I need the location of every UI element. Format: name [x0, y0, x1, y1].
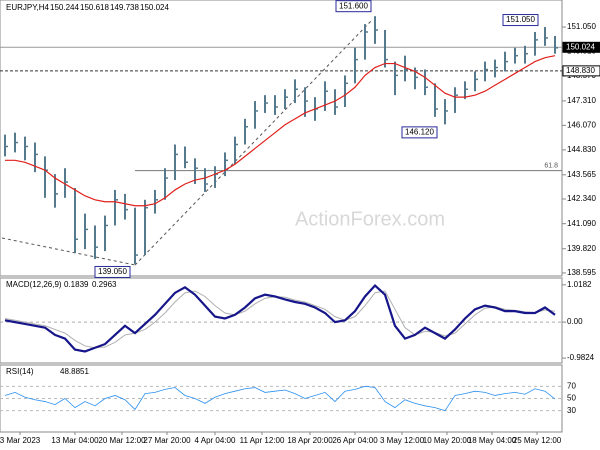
- y-tick-label: 141.090: [567, 219, 596, 228]
- y-tick-label: 138.595: [567, 268, 596, 277]
- y-tick-label: 142.340: [567, 194, 596, 203]
- x-tick-label: 20 Mar 12:00: [98, 436, 146, 445]
- x-tick-label: 11 Apr 12:00: [240, 436, 285, 445]
- macd-line: [4, 283, 556, 353]
- x-tick-label: 4 Apr 04:00: [195, 436, 236, 445]
- rsi-tick-label: 30: [567, 406, 576, 415]
- macd-value: 0.2963: [92, 280, 117, 289]
- x-tick-label: 3 Mar 2023: [0, 436, 41, 445]
- annotation: 151.050: [506, 15, 535, 24]
- level-label: 61.8: [544, 162, 558, 169]
- y-tick-label: 144.830: [567, 145, 596, 154]
- rsi-tick-label: 70: [567, 381, 576, 390]
- rsi-title: RSI(14): [6, 367, 34, 376]
- watermark: ActionForex.com: [295, 208, 445, 230]
- macd-tick-label: 0.00: [567, 317, 583, 326]
- trend-line: [1, 237, 136, 266]
- macd-title: MACD(12,26,9): [6, 280, 62, 289]
- rsi-tick-label: 50: [567, 394, 576, 403]
- level-box: [562, 65, 600, 77]
- annotation-box: [502, 14, 539, 27]
- annotation-box: [335, 0, 372, 13]
- level-label: 150.024: [566, 42, 595, 51]
- trend-line: [134, 19, 373, 266]
- x-tick-label: 18 Apr 20:00: [287, 436, 333, 445]
- y-tick-label: 147.310: [567, 96, 596, 105]
- annotation: 151.600: [339, 1, 368, 10]
- annotation-box: [94, 265, 131, 278]
- x-tick-label: 18 May 04:00: [468, 436, 517, 445]
- header-value: 150.618: [80, 3, 109, 12]
- macd-tick-label: 1.0182: [567, 280, 592, 289]
- macd-tick-label: -0.9824: [567, 353, 595, 362]
- header-value: 150.244: [50, 3, 79, 12]
- y-tick-label: 146.070: [567, 120, 596, 129]
- annotation: 139.050: [98, 267, 127, 276]
- chart-title: EURJPY,H4: [6, 3, 50, 12]
- y-tick-label: 139.820: [567, 244, 596, 253]
- y-tick-label: 143.565: [567, 170, 596, 179]
- x-tick-label: 10 May 20:00: [423, 436, 472, 445]
- rsi-line: [4, 385, 556, 412]
- annotation-box: [401, 126, 438, 139]
- x-tick-label: 3 May 12:00: [380, 436, 425, 445]
- x-tick-label: 25 May 12:00: [513, 436, 562, 445]
- moving-average: [5, 55, 556, 207]
- annotation: 146.120: [405, 127, 434, 136]
- price-panel: [0, 0, 563, 277]
- x-tick-label: 26 Apr 04:00: [332, 436, 378, 445]
- y-tick-label: 151.050: [567, 22, 596, 31]
- rsi-value: 48.8851: [60, 367, 89, 376]
- x-tick-label: 13 Mar 04:00: [51, 436, 99, 445]
- header-value: 149.738: [110, 3, 139, 12]
- level-label: 148.830: [566, 66, 595, 75]
- header-value: 150.024: [140, 3, 169, 12]
- level-box: [562, 41, 600, 53]
- macd-value: 0.1839: [64, 280, 89, 289]
- x-tick-label: 27 Mar 20:00: [143, 436, 191, 445]
